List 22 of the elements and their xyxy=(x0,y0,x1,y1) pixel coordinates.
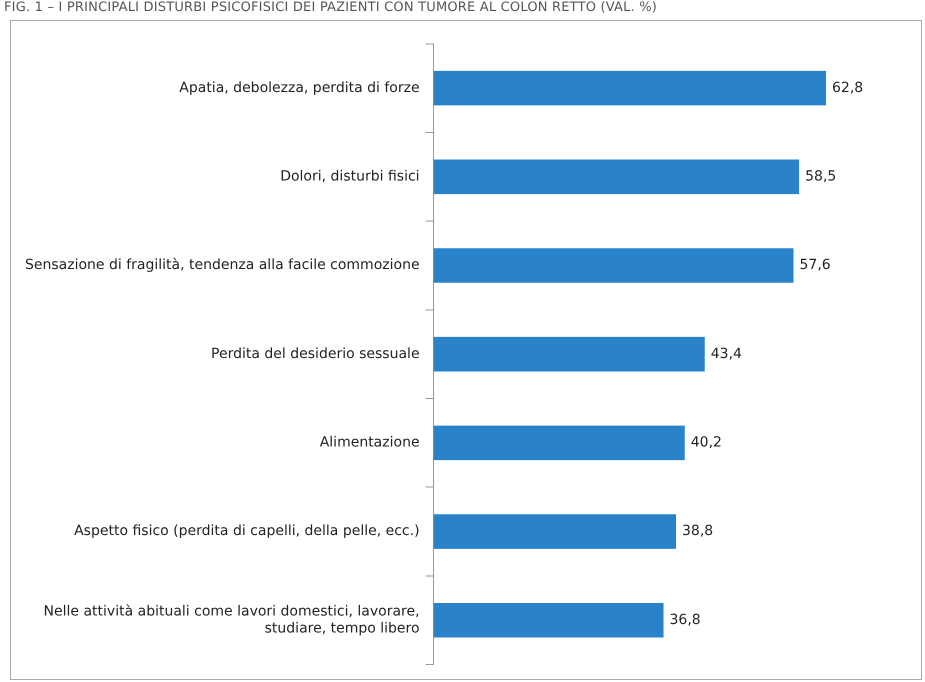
bar xyxy=(434,602,664,638)
y-tick-label: Sensazione di fragilità, tendenza alla facile commozione xyxy=(24,257,420,274)
bar xyxy=(434,426,685,460)
chart-title: FIG. 1 – I PRINCIPALI DISTURBI PSICOFISICI DEI PAZIENTI CON TUMORE AL COLON RETTO (VAL. %) xyxy=(4,0,658,15)
y-tick-label: Nelle attività abituali come lavori domestici, lavorare, studiare, tempo libero xyxy=(44,604,420,636)
bar xyxy=(434,70,826,106)
bar xyxy=(434,160,800,194)
data-label: 58,5 xyxy=(805,168,836,184)
y-tick-label: Dolori, disturbi fisici xyxy=(280,168,420,184)
y-tick-label: Perdita del desiderio sessuale xyxy=(211,346,420,362)
data-label: 38,8 xyxy=(682,523,714,540)
y-tick-label: Aspetto fisico (perdita di capelli, della pelle, ecc.) xyxy=(74,523,420,540)
data-label: 57,6 xyxy=(800,257,831,274)
bar xyxy=(434,248,794,283)
data-label: 43,4 xyxy=(710,346,742,362)
y-tick-label: Alimentazione xyxy=(320,434,420,451)
data-label: 40,2 xyxy=(690,434,722,451)
bar xyxy=(434,336,705,372)
data-label: 36,8 xyxy=(670,612,701,628)
y-tick-label: Apatia, debolezza, perdita di forze xyxy=(179,80,420,96)
data-label: 62,8 xyxy=(832,80,864,96)
bar xyxy=(434,514,676,549)
